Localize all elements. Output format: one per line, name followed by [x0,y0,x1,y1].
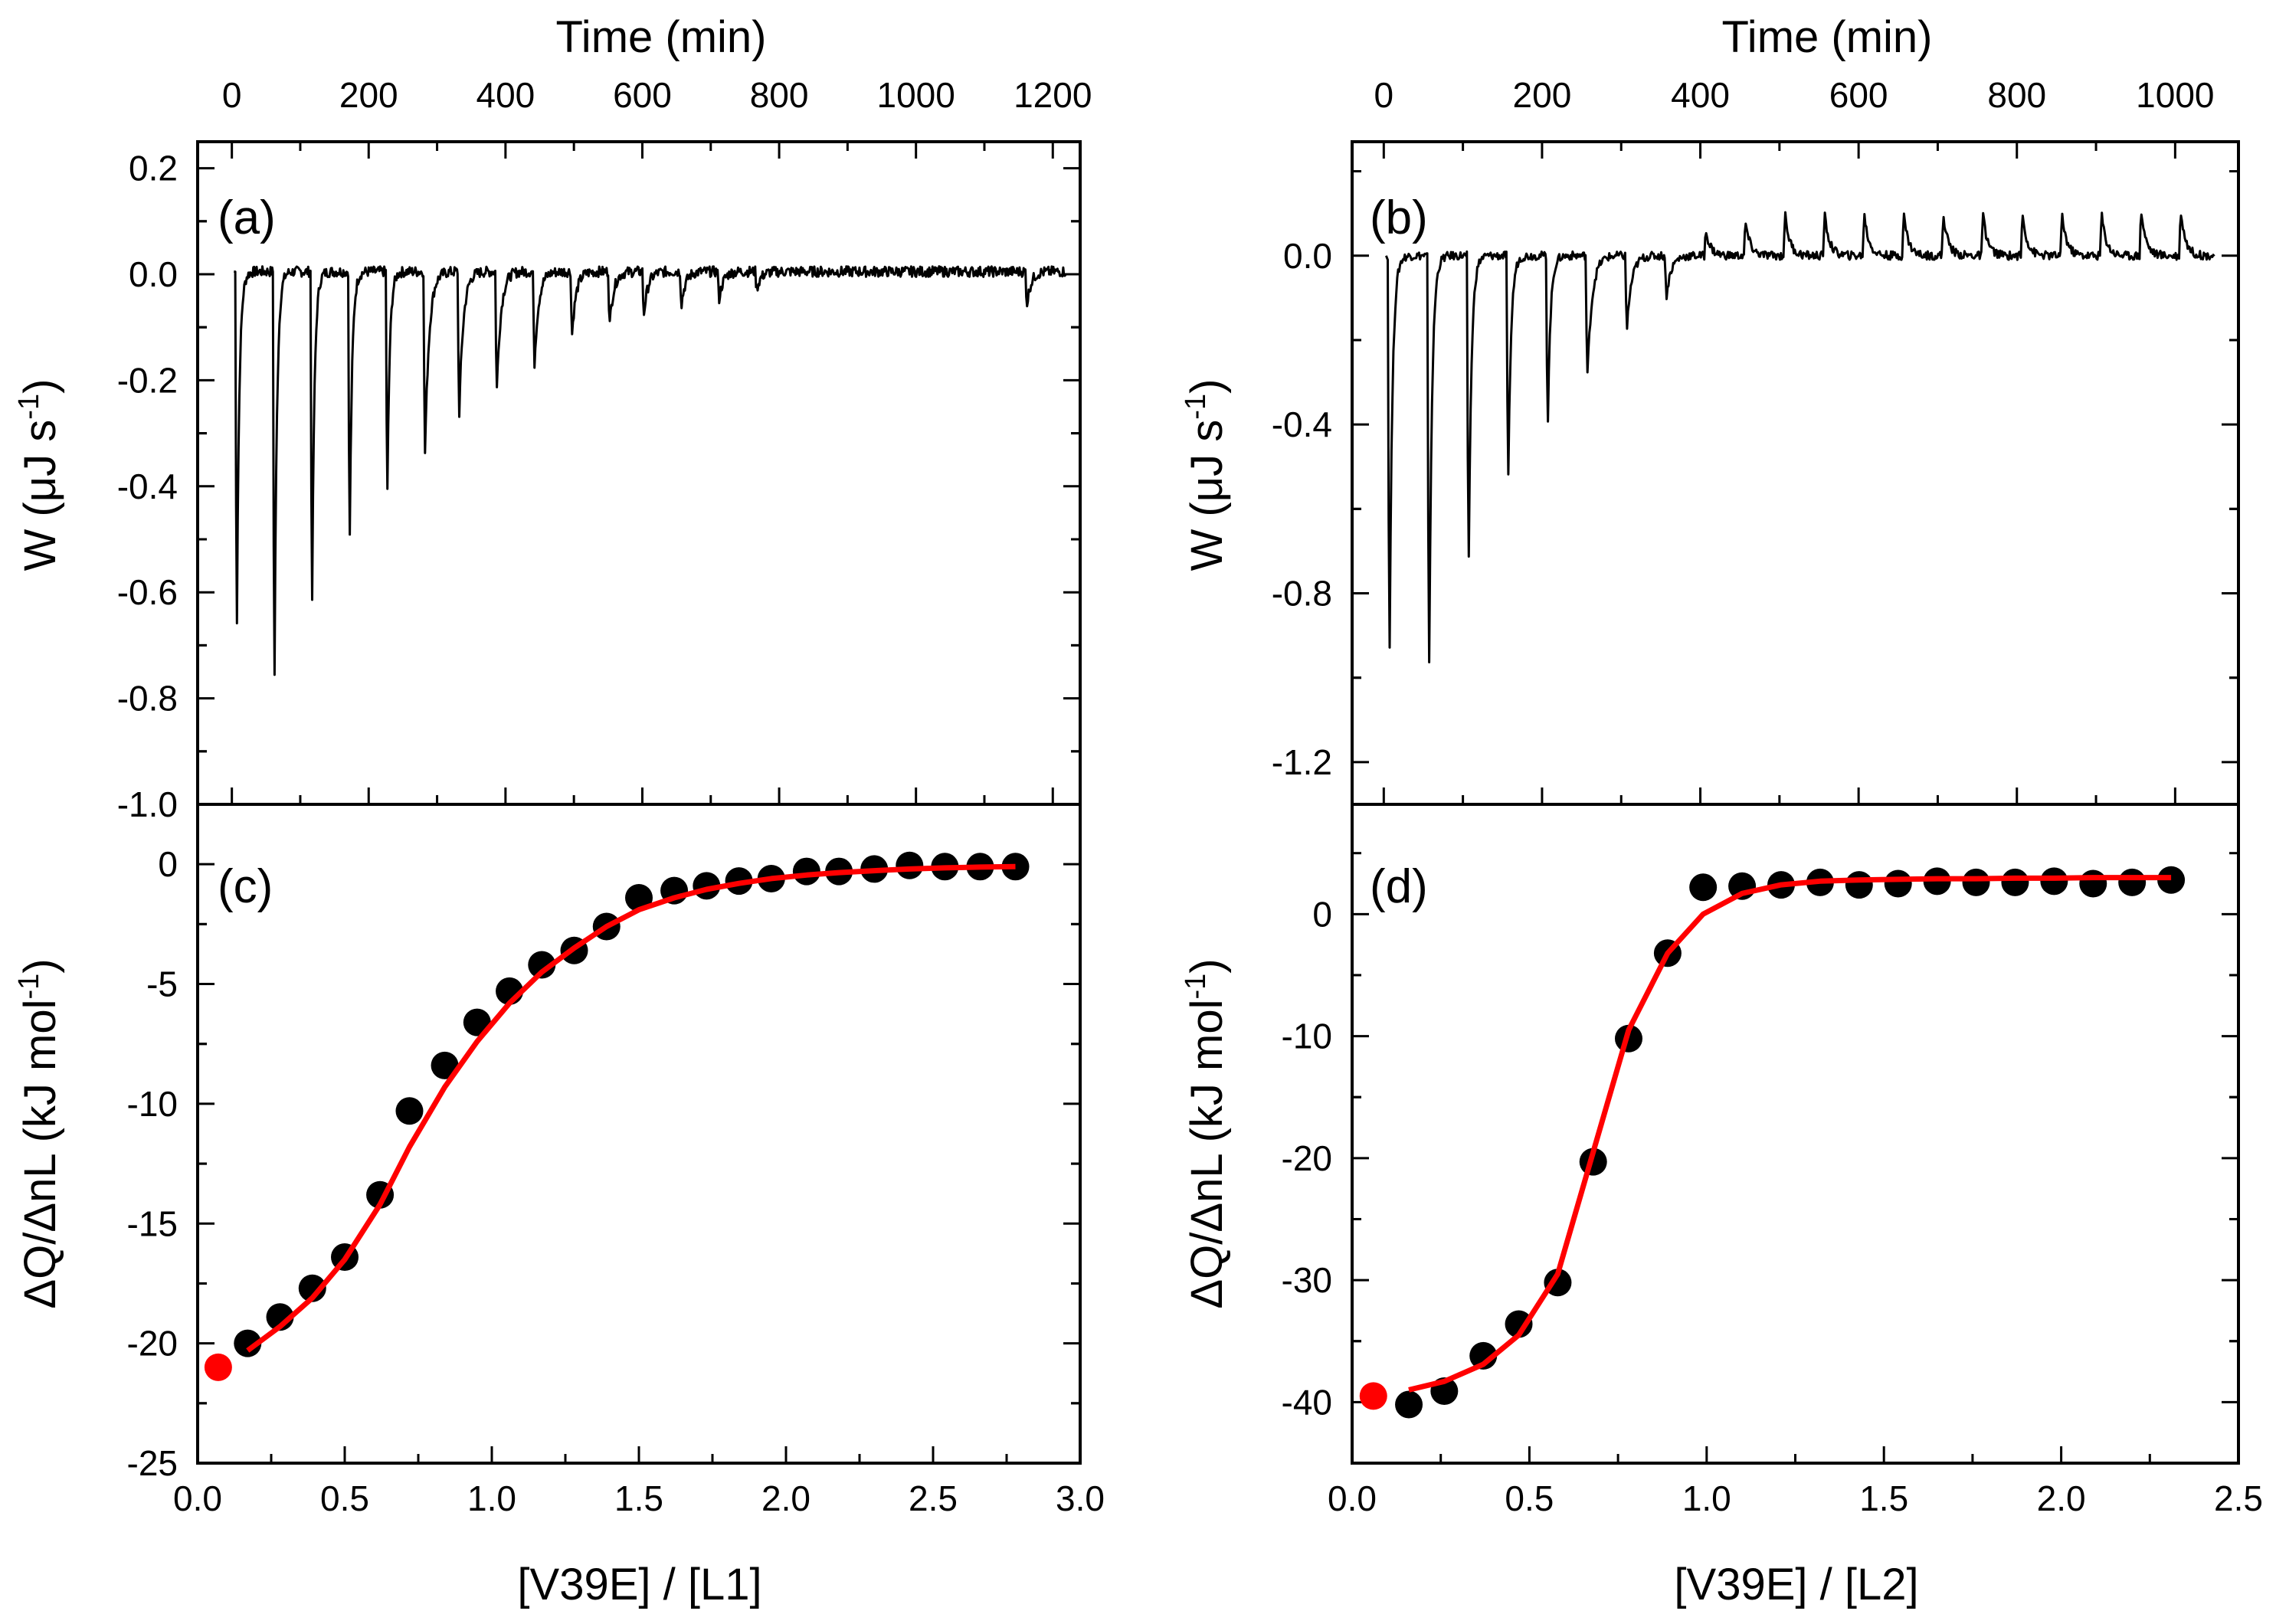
x-tick-label: 0.5 [1505,1478,1554,1518]
x-tick-label: 1000 [877,75,955,115]
panel-a-label: (a) [218,192,276,244]
panel-d-label: (d) [1370,860,1428,913]
x-tick-label: 1.0 [467,1478,516,1518]
x-tick-label: 200 [1513,75,1572,115]
panel-d-data-point [1395,1390,1423,1419]
x-tick-label: 1200 [1014,75,1092,115]
panel-a-frame [196,140,1082,806]
panel-c-y-axis-title: ΔQ/ΔnL (kJ mol-1) [13,958,65,1308]
y-tick-label: -40 [1282,1382,1332,1422]
x-tick-label: 600 [1829,75,1888,115]
x-tick-label: 600 [613,75,672,115]
panel-a-thermogram-trace [234,265,1067,676]
panel-c-data-point [528,951,556,979]
panel-d-data-point [1505,1310,1533,1338]
y-tick-label: 0 [158,844,178,884]
x-tick-label: 1000 [2136,75,2214,115]
x-tick-label: 2.5 [909,1478,958,1518]
y-tick-label: -20 [127,1324,178,1364]
panel-c-data-point [298,1274,326,1302]
panel-c-data-point [431,1051,459,1079]
panel-c-x-axis-title: [V39E] / [L1] [517,1560,761,1609]
panel-b-top-axis-title: Time (min) [1722,12,1933,62]
panel-d-data-point [1884,869,1912,898]
x-tick-label: 3.0 [1056,1478,1105,1518]
x-tick-label: 2.5 [2214,1478,2263,1518]
panel-b-thermogram-trace [1385,211,2215,663]
y-tick-label: -0.6 [117,572,178,612]
y-tick-label: -10 [127,1084,178,1124]
y-tick-label: 0.0 [129,254,178,294]
x-tick-label: 0 [1374,75,1394,115]
panel-d-data-point [1845,871,1873,899]
y-tick-label: 0.2 [129,149,178,188]
y-tick-label: -25 [127,1443,178,1483]
y-tick-label: -0.4 [117,467,178,506]
panel-b-thermogram: (b) Time (min) W (μJ s-1) 0 200 400 600 800 1… [1180,12,2240,806]
y-tick-label: -0.2 [117,360,178,400]
panel-c-binding-isotherm: (c) [V39E] / [L1] ΔQ/ΔnL (kJ mol-1) 0.0 0… [13,803,1105,1609]
y-tick-label: -0.8 [117,679,178,719]
panel-c-data-point [1001,853,1030,881]
y-tick-label: -20 [1282,1138,1332,1178]
panel-d-data-point [1689,873,1718,902]
panel-a-thermogram: (a) Time (min) W (μJ s-1) 0 200 400 600 800 1… [13,12,1092,824]
x-tick-label: 2.0 [2037,1478,2086,1518]
y-tick-label: -5 [146,964,178,1004]
panel-d-data-point [2040,867,2068,895]
panel-c-fit-curve [246,863,1016,1353]
y-tick-label: -15 [127,1203,178,1243]
y-tick-label: -0.4 [1272,404,1332,444]
x-tick-label: 1.5 [614,1478,663,1518]
y-tick-label: -0.8 [1272,574,1332,614]
panel-d-binding-isotherm: (d) [V39E] / [L2] ΔQ/ΔnL (kJ mol-1) 0.0 0… [1180,803,2263,1609]
x-tick-label: 2.0 [761,1478,811,1518]
x-tick-label: 800 [750,75,809,115]
panel-d-x-axis-title: [V39E] / [L2] [1674,1560,1918,1609]
panel-c-data-point [792,857,820,886]
x-tick-label: 0.5 [320,1478,369,1518]
panel-d-y-axis-title: ΔQ/ΔnL (kJ mol-1) [1180,958,1232,1308]
x-tick-label: 0.0 [173,1478,222,1518]
y-tick-label: 0 [1312,894,1332,934]
x-tick-label: 0 [222,75,242,115]
panel-b-y-axis-title: W (μJ s-1) [1180,379,1232,571]
x-tick-label: 0.0 [1328,1478,1377,1518]
panel-d-first-injection-point [1359,1382,1387,1410]
panel-d-data-point [2001,868,2029,896]
panel-c-data-point [896,851,924,879]
y-tick-label: -1.2 [1272,742,1332,782]
panel-d-fit-curve [1408,875,2172,1393]
panel-c-first-injection-point [204,1353,232,1381]
panel-d-data-point [1469,1341,1498,1370]
x-tick-label: 1.0 [1682,1478,1731,1518]
panel-d-data-point [1962,868,1990,896]
panel-a-y-axis-title: W (μJ s-1) [13,379,65,571]
panel-c-label: (c) [218,860,273,913]
y-tick-label: -30 [1282,1260,1332,1300]
panel-d-data-point [2118,868,2147,896]
panel-d-data-point [2079,869,2107,898]
panel-c-data-point [395,1097,424,1125]
y-tick-label: -1.0 [117,784,178,824]
x-tick-label: 400 [476,75,535,115]
y-tick-label: -10 [1282,1017,1332,1056]
y-tick-label: 0.0 [1283,236,1332,276]
panel-c-data-point [234,1329,262,1357]
x-tick-label: 800 [1987,75,2046,115]
x-tick-label: 400 [1671,75,1730,115]
x-tick-label: 200 [339,75,398,115]
x-tick-label: 1.5 [1859,1478,1908,1518]
panel-b-label: (b) [1370,192,1428,244]
panel-a-top-axis-title: Time (min) [556,12,767,62]
